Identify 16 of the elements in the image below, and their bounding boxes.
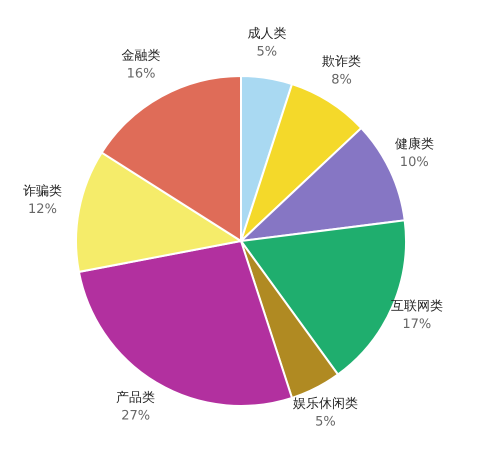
- slice-label: 互联网类: [390, 299, 443, 314]
- data-label: 16%: [126, 66, 156, 82]
- data-label: 5%: [256, 44, 278, 60]
- slice-label: 成人类: [247, 26, 286, 42]
- data-label: 17%: [402, 317, 432, 332]
- slice-label: 健康类: [394, 137, 434, 152]
- data-label: 8%: [331, 72, 352, 88]
- slice-label: 产品类: [116, 390, 156, 406]
- slice-label: 诈骗类: [22, 184, 62, 200]
- slice-label: 娱乐休闲类: [292, 396, 358, 412]
- data-label: 12%: [28, 202, 57, 218]
- data-label: 5%: [315, 414, 336, 430]
- data-label: 27%: [121, 408, 150, 424]
- data-label: 10%: [400, 155, 429, 170]
- slice-label: 金融类: [122, 48, 161, 64]
- slice-label: 欺诈类: [322, 54, 362, 70]
